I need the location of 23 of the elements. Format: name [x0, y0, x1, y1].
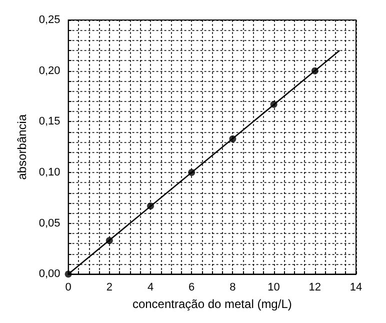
x-tick-label: 0: [65, 282, 72, 294]
x-tick-label: 8: [230, 282, 236, 294]
point: [64, 270, 72, 278]
point: [188, 168, 196, 176]
y-tick-label: 0,05: [38, 217, 60, 230]
x-tick-label: 6: [188, 282, 195, 294]
y-tick-label: 0,00: [38, 268, 60, 280]
y-tick-label: 0,20: [38, 64, 60, 77]
point: [229, 135, 236, 142]
y-tick-label: 0,15: [38, 116, 60, 128]
point: [147, 202, 154, 210]
y-axis-title: absorbância: [15, 114, 29, 180]
y-tick-label: 0,10: [38, 166, 60, 178]
x-axis-title: concentração do metal (mg/L): [132, 297, 292, 311]
x-tick-label: 12: [308, 282, 322, 294]
x-tick-label: 14: [350, 282, 362, 294]
point: [311, 67, 318, 74]
point: [106, 237, 113, 244]
x-tick-label: 4: [147, 282, 154, 294]
point: [270, 100, 278, 108]
x-tick-label: 10: [268, 282, 280, 294]
x-tick-label: 2: [106, 282, 112, 294]
y-tick-label: 0,25: [38, 14, 60, 26]
